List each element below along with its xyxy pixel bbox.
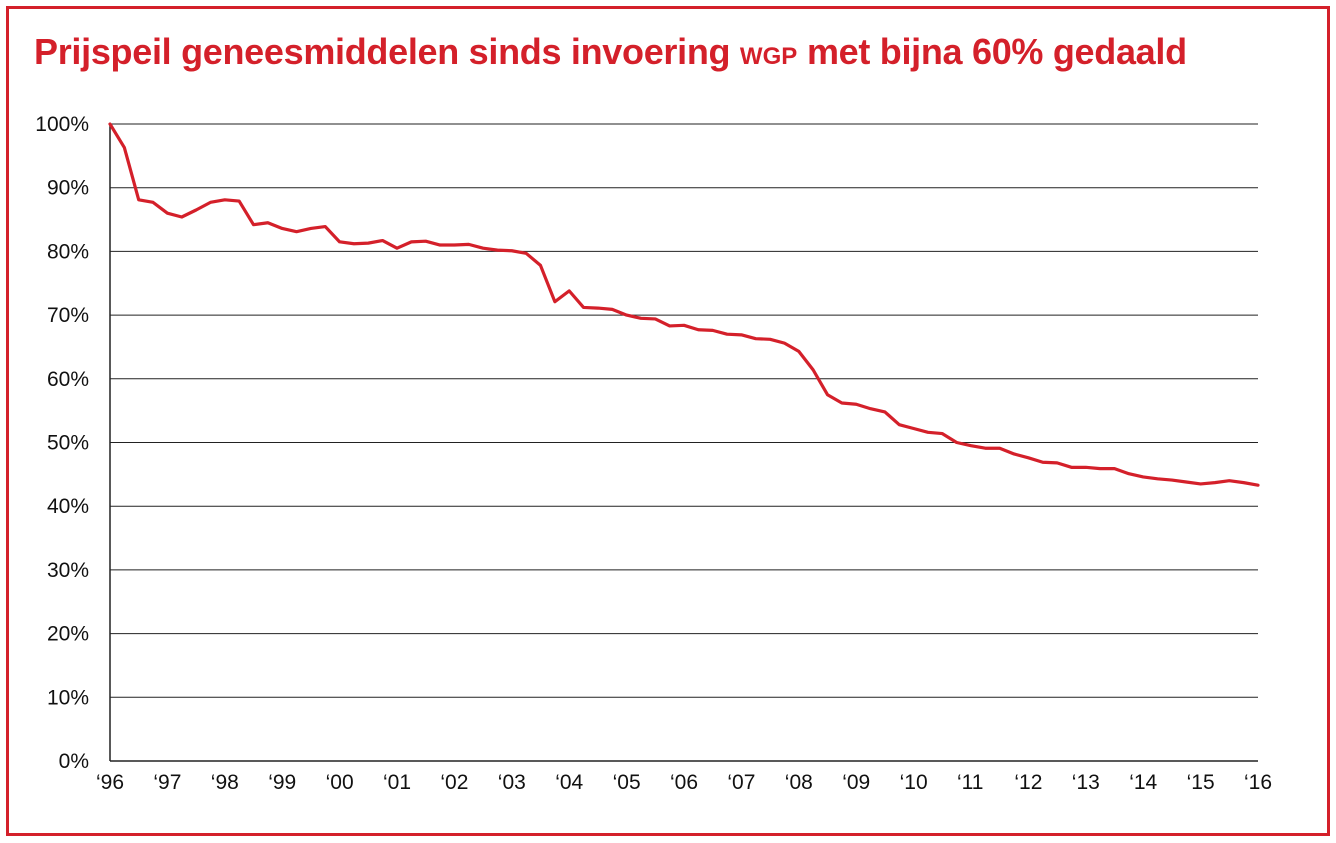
title-part-1: Prijspeil geneesmiddelen sinds invoering <box>34 31 731 72</box>
y-tick-labels: 0% 10% 20% 30% 40% 50% 60% 70% 80% 90% 100% <box>35 113 89 773</box>
series-group <box>108 122 1260 487</box>
y-tick-label: 40% <box>47 495 89 518</box>
y-tick-label: 100% <box>35 113 89 136</box>
x-tick-label: ‘11 <box>957 771 983 794</box>
y-tick-label: 70% <box>47 304 89 327</box>
x-tick-label: ‘02 <box>440 771 468 794</box>
y-tick-label: 90% <box>47 177 89 200</box>
y-tick-label: 10% <box>47 686 89 709</box>
y-tick-label: 50% <box>47 432 89 455</box>
x-tick-label: ‘09 <box>842 771 870 794</box>
x-tick-label: ‘00 <box>326 771 354 794</box>
title-abbreviation: WGP <box>739 43 798 70</box>
axes <box>109 124 1258 762</box>
x-tick-label: ‘97 <box>153 771 181 794</box>
x-tick-label: ‘03 <box>498 771 526 794</box>
x-tick-label: ‘14 <box>1129 771 1157 794</box>
series-line-0 <box>108 122 1260 487</box>
x-tick-label: ‘05 <box>613 771 641 794</box>
x-tick-label: ‘04 <box>555 771 583 794</box>
x-tick-label: ‘10 <box>900 771 928 794</box>
x-tick-label: ‘13 <box>1072 771 1100 794</box>
title-part-2: met bijna 60% gedaald <box>806 31 1187 72</box>
x-tick-label: ‘01 <box>383 771 411 794</box>
grid-lines <box>110 123 1258 698</box>
x-tick-labels: ‘96 ‘97 ‘98 ‘99 ‘00 ‘01 ‘02 ‘03 ‘04 ‘05 ‘06 ‘07 ‘08 ‘… <box>96 771 1272 794</box>
x-tick-label: ‘07 <box>727 771 755 794</box>
x-tick-label: ‘96 <box>96 771 124 794</box>
chart-title: Prijspeil geneesmiddelen sinds invoering… <box>34 26 1187 83</box>
y-tick-label: 0% <box>59 750 89 773</box>
x-tick-label: ‘08 <box>785 771 813 794</box>
y-tick-label: 30% <box>47 559 89 582</box>
y-tick-label: 80% <box>47 240 89 263</box>
y-tick-label: 60% <box>47 368 89 391</box>
y-tick-label: 20% <box>47 623 89 646</box>
x-tick-label: ‘98 <box>211 771 239 794</box>
x-tick-label: ‘12 <box>1014 771 1042 794</box>
x-tick-label: ‘06 <box>670 771 698 794</box>
x-tick-label: ‘15 <box>1187 771 1215 794</box>
chart-frame <box>6 6 1330 836</box>
x-tick-label: ‘16 <box>1244 771 1272 794</box>
x-tick-label: ‘99 <box>268 771 296 794</box>
